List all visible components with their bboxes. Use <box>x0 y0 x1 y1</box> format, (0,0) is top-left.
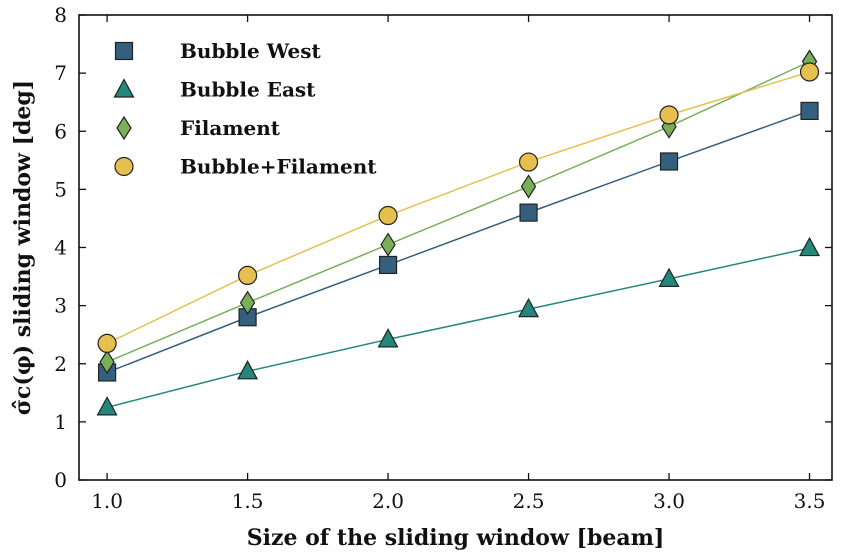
point-bubble-west <box>659 152 679 171</box>
point-filament <box>380 232 396 257</box>
point-filament <box>239 290 256 315</box>
point-bubble-filament <box>518 152 539 172</box>
series-lines <box>106 60 810 409</box>
legend-marker-filament <box>116 115 132 141</box>
y-axis-label: σ̂c(φ) sliding window [deg] <box>10 80 36 415</box>
point-filament <box>520 174 537 199</box>
x-tick-label: 1.5 <box>232 489 264 513</box>
point-bubble-east <box>377 328 399 348</box>
point-bubble-filament <box>97 333 117 354</box>
point-bubble-east <box>96 396 118 416</box>
point-bubble-west <box>519 203 538 222</box>
y-tick-label: 1 <box>54 410 67 434</box>
point-bubble-filament <box>378 205 398 226</box>
point-bubble-filament <box>237 265 258 285</box>
x-axis-label: Size of the sliding window [beam] <box>247 525 665 551</box>
x-tick-label: 3.0 <box>653 489 685 513</box>
legend-marker-bubble-east <box>113 78 135 98</box>
series-markers <box>96 49 821 416</box>
legend-marker-bubble-west <box>114 41 134 61</box>
line-bubble-east <box>106 247 810 409</box>
point-filament <box>99 349 115 375</box>
x-tick-label: 2.0 <box>372 489 404 513</box>
x-tick-label: 1.0 <box>91 489 123 513</box>
point-bubble-west <box>378 255 398 275</box>
legend-label-bubble-filament: Bubble+Filament <box>180 155 377 179</box>
legend-label-filament: Filament <box>180 116 281 140</box>
point-bubble-filament <box>799 62 820 82</box>
legend: Bubble West Bubble East Filament Bubble+Fil… <box>113 39 377 179</box>
y-tick-label: 2 <box>54 352 67 376</box>
x-tick-label: 2.5 <box>513 489 545 513</box>
y-tick-label: 6 <box>54 119 67 143</box>
line-bubble-filament <box>106 71 810 345</box>
y-tick-label: 4 <box>54 236 67 260</box>
axes-frame: 1.0 1.5 2.0 2.5 3.0 3.5 0 1 2 3 4 5 6 7 8 <box>54 3 833 513</box>
point-bubble-east <box>799 236 821 257</box>
y-tick-label: 3 <box>54 294 67 318</box>
legend-marker-bubble-filament <box>114 156 134 177</box>
legend-label-bubble-west: Bubble West <box>180 39 322 63</box>
y-tick-label: 8 <box>54 3 67 27</box>
point-bubble-east <box>237 360 259 380</box>
line-filament <box>106 60 810 363</box>
y-tick-label: 0 <box>54 468 67 492</box>
point-bubble-east <box>518 297 540 318</box>
x-tick-label: 3.5 <box>794 489 826 513</box>
y-tick-label: 5 <box>54 177 67 201</box>
y-tick-label: 7 <box>54 61 67 85</box>
point-bubble-filament <box>659 105 679 125</box>
point-bubble-west <box>800 101 819 121</box>
line-bubble-west <box>106 110 810 374</box>
legend-label-bubble-east: Bubble East <box>180 78 316 102</box>
point-bubble-east <box>658 267 680 287</box>
